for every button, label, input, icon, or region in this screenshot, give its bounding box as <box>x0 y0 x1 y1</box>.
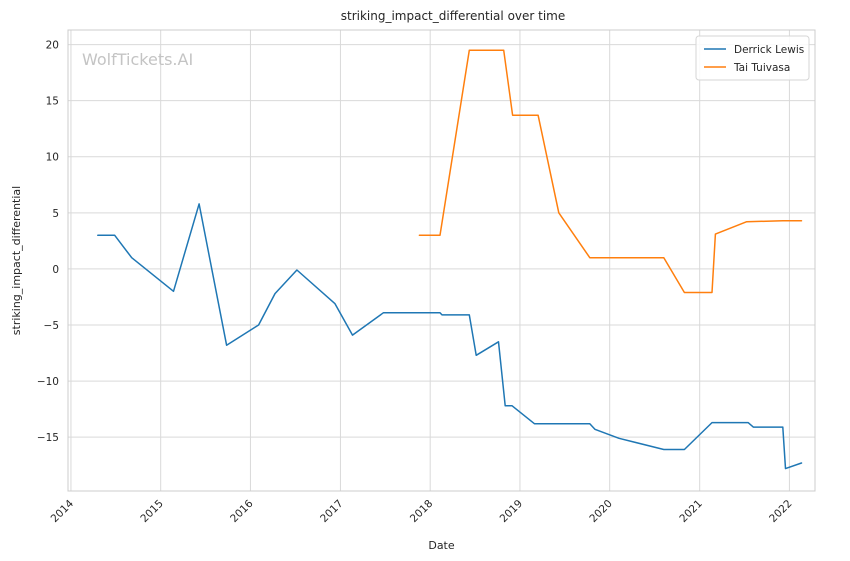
y-tick-label: −10 <box>37 376 59 388</box>
y-tick-label: 5 <box>52 208 59 220</box>
watermark-text: WolfTickets.AI <box>82 50 193 69</box>
y-gridlines <box>68 44 815 438</box>
legend-label: Derrick Lewis <box>734 44 804 56</box>
y-tick-labels: −15 −10 −5 0 5 10 15 20 <box>37 40 59 445</box>
plot-area: WolfTickets.AI <box>67 29 816 492</box>
y-tick-label: 20 <box>46 40 59 52</box>
x-tick-labels: 2014 2015 2016 2017 2018 2019 2020 2021 2022 <box>49 497 795 525</box>
x-tick-label: 2020 <box>587 498 614 525</box>
x-tick-label: 2022 <box>767 498 794 525</box>
legend-box <box>695 35 810 81</box>
series-line-1 <box>418 49 803 294</box>
series-line-0 <box>97 203 803 470</box>
plot-frame <box>67 29 816 492</box>
x-gridlines <box>70 30 790 491</box>
x-tick-label: 2021 <box>677 498 704 525</box>
y-tick-label: −15 <box>37 432 59 444</box>
x-tick-label: 2015 <box>138 498 165 525</box>
plot-background <box>68 30 815 491</box>
x-axis-label: Date <box>428 539 455 552</box>
y-axis-label: striking_impact_differential <box>10 186 23 335</box>
series-layer <box>97 49 803 470</box>
x-tick-label: 2017 <box>318 498 345 525</box>
x-tick-label: 2018 <box>408 498 435 525</box>
legend-label: Tai Tuivasa <box>733 62 790 74</box>
y-tick-label: 10 <box>46 152 59 164</box>
x-tick-label: 2016 <box>228 497 256 525</box>
legend: Derrick Lewis Tai Tuivasa <box>695 35 810 81</box>
y-tick-label: 15 <box>46 96 59 108</box>
x-tick-label: 2014 <box>49 497 77 525</box>
y-tick-label: −5 <box>44 320 59 332</box>
y-tick-label: 0 <box>52 264 59 276</box>
x-tick-label: 2019 <box>498 498 525 525</box>
chart-title: striking_impact_differential over time <box>341 9 566 23</box>
